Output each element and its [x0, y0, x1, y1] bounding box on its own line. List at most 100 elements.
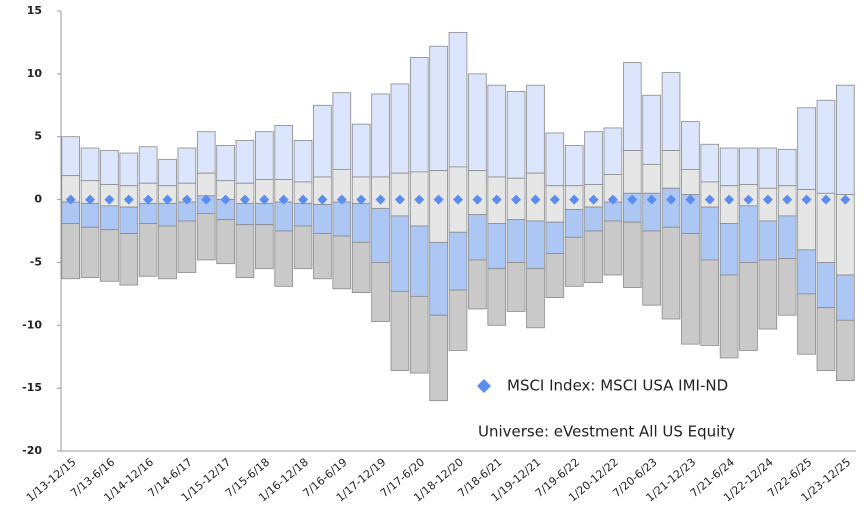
- y-tick-label: 0: [34, 193, 42, 206]
- index-marker: [414, 194, 425, 205]
- range-segment: [526, 220, 545, 270]
- range-segment: [816, 262, 836, 309]
- y-tick-label: -15: [22, 381, 42, 394]
- range-segment: [100, 229, 119, 282]
- range-segment: [100, 150, 119, 185]
- range-segment: [158, 158, 177, 187]
- range-segment: [622, 150, 642, 194]
- range-segment: [216, 145, 235, 182]
- range-segment: [371, 93, 390, 178]
- index-marker: [298, 194, 309, 205]
- range-segment: [80, 226, 100, 278]
- index-marker: [782, 194, 793, 205]
- index-marker: [375, 194, 386, 205]
- index-marker: [743, 194, 754, 205]
- index-marker: [123, 194, 134, 205]
- range-segment: [487, 223, 507, 270]
- range-segment: [797, 107, 816, 190]
- index-marker: [685, 194, 696, 205]
- range-segment: [506, 262, 526, 312]
- range-segment: [196, 212, 216, 261]
- universe-label: Universe: eVestment All US Equity: [478, 423, 735, 441]
- index-marker: [549, 194, 560, 205]
- range-segment: [468, 73, 487, 172]
- range-segment: [622, 62, 642, 151]
- range-segment: [545, 253, 565, 299]
- index-marker: [433, 194, 444, 205]
- range-segment: [177, 147, 197, 184]
- range-segment: [642, 163, 661, 194]
- range-segment: [564, 145, 584, 187]
- range-segment: [739, 205, 758, 263]
- range-segment: [719, 274, 739, 359]
- range-segment: [274, 125, 294, 180]
- range-segment: [390, 215, 410, 292]
- range-segment: [390, 172, 410, 217]
- range-segment: [797, 293, 816, 355]
- range-segment: [777, 258, 797, 316]
- range-segment: [80, 147, 100, 182]
- range-segment: [758, 147, 778, 189]
- range-segment: [158, 202, 177, 227]
- range-segment: [739, 262, 758, 351]
- range-segment: [158, 225, 177, 280]
- range-segment: [80, 202, 100, 228]
- range-segment: [61, 136, 80, 177]
- index-marker: [104, 194, 115, 205]
- index-marker: [143, 194, 154, 205]
- range-segment: [661, 187, 681, 228]
- range-segment: [293, 140, 313, 183]
- range-segment: [390, 290, 410, 371]
- range-segment: [177, 220, 197, 273]
- index-marker: [394, 194, 405, 205]
- range-segment: [797, 249, 816, 295]
- index-marker: [278, 194, 289, 205]
- range-segment: [351, 241, 371, 293]
- range-segment: [119, 206, 139, 234]
- range-segment: [409, 295, 429, 374]
- range-segment: [235, 140, 255, 184]
- range-segment: [255, 131, 274, 180]
- index-marker: [220, 194, 231, 205]
- range-segment: [487, 268, 507, 326]
- range-segment: [448, 231, 468, 291]
- y-tick-label: 15: [27, 4, 42, 17]
- index-marker: [646, 194, 657, 205]
- range-segment: [216, 219, 235, 265]
- y-tick-label: -20: [22, 444, 42, 457]
- index-marker: [724, 194, 735, 205]
- x-tick-label: 1/13-12/15: [24, 456, 79, 505]
- range-segment: [758, 259, 778, 330]
- range-segment: [758, 220, 778, 261]
- range-segment: [584, 131, 603, 185]
- range-segment: [584, 230, 603, 283]
- range-segment: [719, 223, 739, 276]
- y-tick-label: -5: [30, 255, 42, 268]
- range-segment: [313, 104, 332, 178]
- range-segment: [429, 314, 448, 402]
- range-segment: [816, 99, 836, 194]
- range-segment: [332, 235, 352, 290]
- range-segment: [138, 146, 158, 184]
- range-segment: [409, 225, 429, 297]
- range-segment: [429, 45, 448, 172]
- range-segment: [332, 201, 352, 237]
- range-segment: [100, 205, 119, 231]
- range-segment: [526, 268, 545, 329]
- range-segment: [545, 132, 565, 187]
- range-segment: [739, 147, 758, 185]
- range-segment: [836, 319, 855, 381]
- range-segment: [468, 214, 487, 261]
- range-segment: [816, 307, 836, 371]
- range-segment: [293, 225, 313, 270]
- range-segment: [196, 131, 216, 174]
- y-tick-label: -10: [22, 318, 42, 331]
- range-segment: [351, 202, 371, 243]
- range-segment: [390, 83, 410, 174]
- range-segment: [681, 121, 700, 170]
- range-segment: [468, 259, 487, 310]
- index-marker: [85, 194, 96, 205]
- range-segment: [642, 94, 661, 165]
- index-marker: [491, 194, 502, 205]
